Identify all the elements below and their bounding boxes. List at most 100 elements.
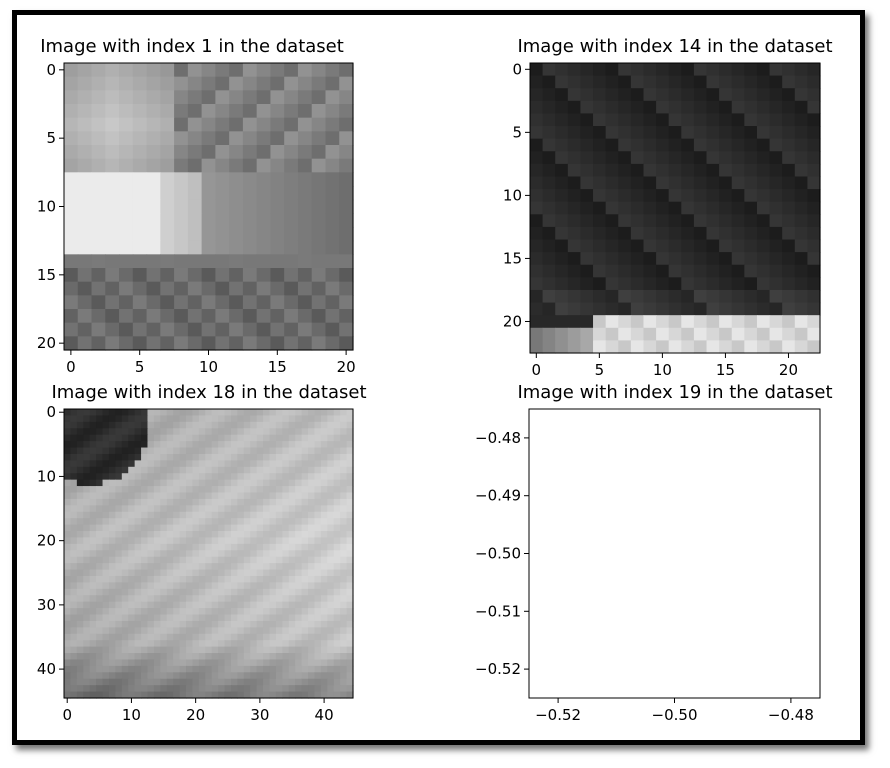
image-pixel [179,511,187,519]
image-pixel [320,691,328,699]
image-pixel [295,646,303,654]
image-pixel [108,614,116,622]
image-pixel [128,486,136,494]
image-pixel [325,158,340,173]
image-pixel [530,252,544,266]
image-pixel [218,550,226,558]
image-pixel [134,665,142,673]
image-pixel [314,575,322,583]
image-pixel [89,415,97,423]
image-pixel [198,441,206,449]
image-pixel [340,563,348,571]
image-pixel [108,608,116,616]
image-pixel [64,434,72,442]
image-pixel [224,441,232,449]
image-pixel [115,678,123,686]
image-pixel [567,252,582,266]
image-pixel [282,646,290,654]
image-pixel [807,151,821,165]
image-pixel [215,76,230,91]
image-pixel [218,620,226,628]
image-pixel [295,691,303,699]
image-pixel [339,145,354,160]
image-pixel [327,537,335,545]
image-pixel [250,479,258,487]
image-pixel [166,511,174,519]
image-pixel [237,479,245,487]
image-pixel [567,201,582,215]
y-tick-label: 20 [37,532,56,550]
image-pixel [108,434,116,442]
image-pixel [128,665,136,673]
image-pixel [263,627,271,635]
image-pixel [108,640,116,648]
image-pixel [605,151,619,165]
image-pixel [160,213,175,228]
image-pixel [187,199,203,214]
image-pixel [269,601,277,609]
image-pixel [121,518,129,526]
image-pixel [530,113,544,127]
image-pixel [243,434,251,442]
image-pixel [121,441,129,449]
image-pixel [147,460,155,468]
image-pixel [593,138,607,152]
image-pixel [794,163,808,178]
image-pixel [218,505,226,513]
image-pixel [141,479,149,487]
image-pixel [693,201,708,215]
image-pixel [308,646,316,654]
image-pixel [237,646,245,654]
image-pixel [224,518,232,526]
image-pixel [179,646,187,654]
image-pixel [179,498,187,506]
image-pixel [530,214,544,228]
image-pixel [668,252,682,266]
image-pixel [121,453,129,461]
image-pixel [166,601,174,609]
image-pixel [119,240,134,255]
image-pixel [567,126,582,140]
image-pixel [263,524,271,532]
image-pixel [105,104,120,119]
image-pixel [166,460,174,468]
image-pixel [229,76,244,91]
image-pixel [250,601,258,609]
y-tick-label: −0.50 [475,545,521,563]
image-pixel [64,646,72,654]
image-pixel [218,428,226,436]
image-pixel [187,76,203,91]
image-pixel [308,569,316,577]
image-pixel [282,428,290,436]
image-pixel [288,511,296,519]
image-pixel [242,336,258,351]
image-pixel [243,550,251,558]
image-pixel [105,199,120,214]
image-pixel [121,678,129,686]
image-pixel [340,601,348,609]
image-pixel [173,640,181,648]
image-pixel [187,104,203,119]
image-pixel [744,113,758,127]
image-pixel [102,588,110,596]
image-pixel [308,421,316,429]
image-pixel [618,151,632,165]
image-pixel [102,511,110,519]
image-pixel [288,620,296,628]
image-pixel [794,252,808,266]
image-pixel [96,505,104,513]
image-pixel [128,524,136,532]
image-pixel [96,627,104,635]
image-pixel [173,492,181,500]
image-pixel [807,239,821,253]
image-pixel [70,524,78,532]
image-pixel [121,685,129,693]
image-pixel [301,633,309,641]
image-pixel [256,441,264,449]
image-pixel [769,151,783,165]
image-pixel [153,537,161,545]
image-pixel [153,518,161,526]
image-pixel [719,88,733,102]
image-pixel [630,75,645,89]
